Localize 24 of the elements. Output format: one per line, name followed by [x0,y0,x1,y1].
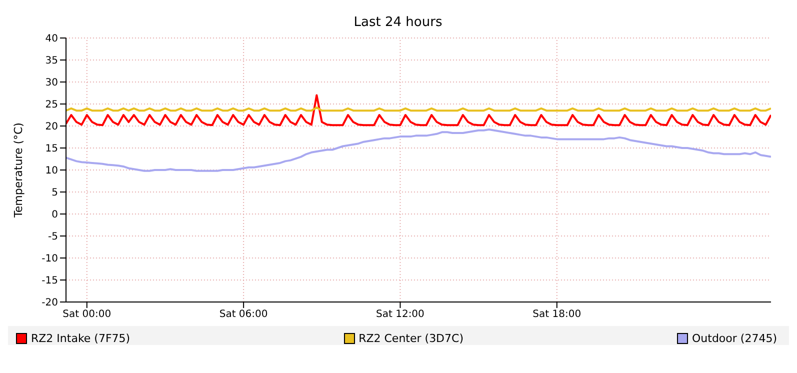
y-tick-label: 10 [45,166,58,177]
y-tick-label: 20 [45,122,58,133]
y-tick-label: -5 [48,232,58,243]
y-tick-label: -10 [42,254,58,265]
line-series [66,94,771,126]
x-tick-label: Sat 00:00 [62,309,112,320]
y-tick-label: 25 [45,100,58,111]
y-tick-label: 5 [52,188,58,199]
y-tick-label: 0 [52,210,58,221]
x-tick-label: Sat 06:00 [219,309,268,320]
y-tick-label: -15 [42,276,58,287]
y-tick-label: 35 [45,56,58,67]
legend-label: RZ2 Center (3D7C) [358,332,464,345]
y-axis-title: Temperature (°C) [12,122,25,218]
line-series [66,128,771,172]
y-tick-label: -20 [42,298,58,309]
x-tick-label: Sat 12:00 [376,309,424,320]
y-tick-label: 40 [45,34,58,45]
y-tick-label: 15 [45,144,58,155]
legend-label: RZ2 Intake (7F75) [30,332,130,345]
x-tick-label: Sat 18:00 [532,309,582,320]
y-tick-label: 30 [45,78,58,89]
chart-title: Last 24 hours [354,15,442,30]
legend-label: Outdoor (2745) [691,332,777,345]
